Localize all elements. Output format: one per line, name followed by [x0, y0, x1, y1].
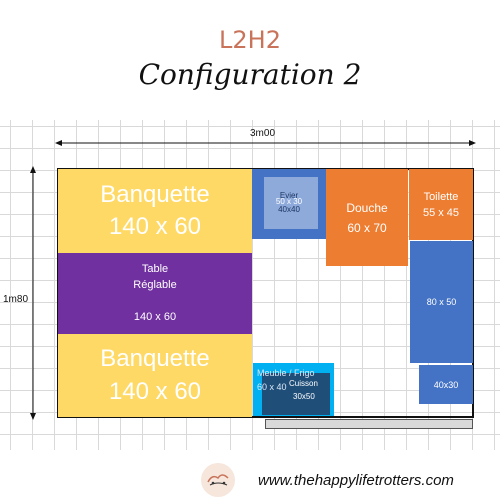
page-subtitle: L2H2: [219, 26, 281, 54]
cabinet-size: 80 x 50: [426, 297, 457, 307]
table-size: 140 x 60: [133, 311, 177, 323]
banquette-top-size: 140 x 60: [108, 213, 202, 240]
banquette-top: Banquette 140 x 60: [58, 169, 252, 253]
toilette-size: 55 x 45: [422, 206, 460, 219]
page-title: Configuration 2: [138, 58, 362, 91]
evier-block: Evier 50 x 30 40x40: [252, 169, 326, 239]
toilette-name: Toilette: [423, 190, 459, 203]
height-label: 1m80: [3, 294, 29, 305]
douche-name: Douche: [346, 200, 388, 215]
height-dimension-arrow: [30, 166, 36, 420]
small-cabinet-block: 40x30: [419, 365, 473, 404]
cuisson-size: 30x50: [293, 392, 315, 401]
banquette-bottom: Banquette 140 x 60: [58, 334, 252, 417]
cuisson-name: Cuisson: [289, 379, 318, 388]
width-dimension-arrow: [55, 140, 476, 146]
douche-size: 60 x 70: [347, 220, 387, 235]
toilette-block: Toilette 55 x 45: [409, 169, 473, 240]
step-bar: [265, 419, 473, 429]
meuble-frigo-block: Meuble / Frigo 60 x 40 Cuisson 30x50: [253, 363, 334, 416]
logo-icon: [201, 463, 235, 497]
evier-size: 40x40: [278, 205, 300, 214]
banquette-bottom-name: Banquette: [100, 345, 210, 373]
evier-name: Evier: [279, 191, 299, 200]
meuble-name: Meuble / Frigo: [257, 368, 315, 378]
evier-basin: [264, 177, 318, 229]
website-link[interactable]: www.thehappylifetrotters.com: [258, 472, 454, 489]
table-name-line2: Réglable: [133, 279, 177, 291]
meuble-size: 60 x 40: [257, 382, 287, 392]
banquette-top-name: Banquette: [100, 180, 210, 208]
table-block: Table Réglable 140 x 60: [58, 253, 252, 334]
cabinet-block: 80 x 50: [410, 241, 473, 363]
banquette-bottom-size: 140 x 60: [108, 377, 202, 405]
small-cabinet-size: 40x30: [433, 379, 459, 390]
douche-block: Douche 60 x 70: [326, 169, 408, 266]
table-name-line1: Table: [141, 263, 169, 275]
evier-inner-size: 50 x 30: [275, 197, 303, 206]
cuisson-block: [262, 373, 330, 415]
width-label: 3m00: [250, 128, 276, 139]
